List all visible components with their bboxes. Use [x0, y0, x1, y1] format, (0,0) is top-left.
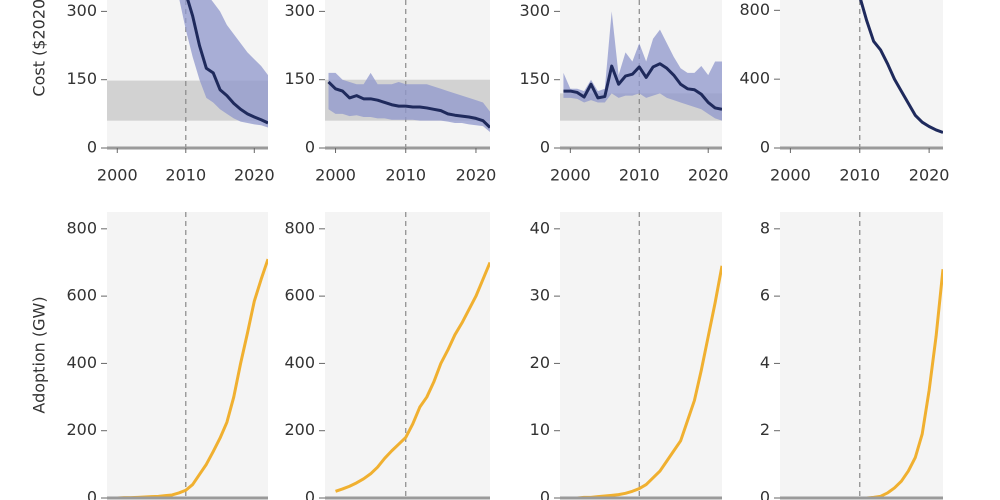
panel: 0 200 400 600 800 [284, 212, 490, 500]
data-line [866, 269, 943, 498]
y-tick-label: 800 [284, 218, 315, 237]
y-tick-label: 20 [530, 353, 550, 372]
data-line [859, 0, 943, 134]
y-axis-label: Adoption (GW) [30, 296, 49, 413]
y-tick-label: 300 [66, 1, 97, 20]
panel: 0 150 300 2000 2010 2020 [519, 0, 729, 185]
data-line [186, 0, 268, 125]
y-tick-label: 4 [760, 353, 770, 372]
y-tick-label: 800 [66, 218, 97, 237]
y-tick-label: 0 [305, 488, 315, 500]
y-tick-label: 800 [739, 0, 770, 19]
y-tick-label: 8 [760, 218, 770, 237]
y-tick-label: 0 [305, 138, 315, 157]
y-tick-label: 400 [284, 353, 315, 372]
uncertainty-range [328, 72, 490, 133]
y-tick-label: 0 [760, 138, 770, 157]
y-tick-label: 40 [530, 218, 550, 237]
y-tick-label: 6 [760, 286, 770, 305]
y-tick-label: 0 [87, 138, 97, 157]
y-tick-label: 300 [519, 1, 550, 20]
y-tick-label: 0 [87, 488, 97, 500]
x-tick-label: 2000 [315, 166, 356, 185]
y-tick-label: 400 [66, 353, 97, 372]
panel: 0 2 4 6 8 [760, 212, 943, 500]
panel: 0 200 400 600 800 Adoption (GW) [30, 212, 268, 500]
plot-background [780, 212, 943, 498]
y-tick-label: 30 [530, 286, 550, 305]
x-tick-label: 2010 [839, 166, 880, 185]
panel: 0 150 300 2000 2010 2020 Cost ($2020/MWh) [30, 0, 275, 185]
x-tick-label: 2020 [456, 166, 497, 185]
y-tick-label: 300 [284, 1, 315, 20]
x-tick-label: 2000 [770, 166, 811, 185]
y-tick-label: 150 [284, 69, 315, 88]
data-line [563, 62, 722, 111]
y-tick-label: 200 [66, 420, 97, 439]
y-tick-label: 150 [519, 69, 550, 88]
plot-background [325, 0, 490, 148]
data-line [327, 80, 490, 129]
y-tick-label: 150 [66, 69, 97, 88]
panel: 0 400 800 2000 2010 2020 [739, 0, 949, 185]
plot-background [325, 212, 490, 498]
uncertainty-range [563, 11, 722, 121]
data-line [335, 261, 490, 493]
y-tick-label: 400 [739, 69, 770, 88]
y-tick-label: 600 [284, 286, 315, 305]
x-tick-label: 2010 [385, 166, 426, 185]
x-tick-label: 2020 [234, 166, 275, 185]
panel: 0 10 20 30 40 [530, 212, 722, 500]
y-tick-label: 0 [760, 488, 770, 500]
y-axis-label: Cost ($2020/MWh) [30, 0, 49, 97]
x-tick-label: 2020 [909, 166, 950, 185]
y-tick-label: 10 [530, 420, 550, 439]
y-tick-label: 0 [540, 138, 550, 157]
y-tick-label: 0 [540, 488, 550, 500]
plot-background [780, 0, 943, 148]
x-tick-label: 2000 [550, 166, 591, 185]
y-tick-label: 2 [760, 420, 770, 439]
uncertainty-range [179, 0, 268, 128]
x-tick-label: 2010 [165, 166, 206, 185]
x-tick-label: 2010 [619, 166, 660, 185]
y-tick-label: 200 [284, 420, 315, 439]
data-line [577, 265, 722, 498]
x-tick-label: 2020 [688, 166, 729, 185]
x-tick-label: 2000 [97, 166, 138, 185]
plot-background [560, 212, 722, 498]
y-tick-label: 600 [66, 286, 97, 305]
panel: 0 150 300 2000 2010 2020 [284, 0, 496, 185]
